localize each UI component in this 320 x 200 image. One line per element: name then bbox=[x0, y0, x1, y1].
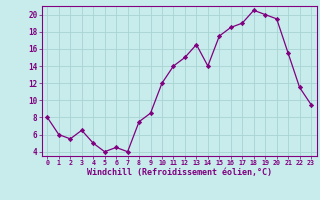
X-axis label: Windchill (Refroidissement éolien,°C): Windchill (Refroidissement éolien,°C) bbox=[87, 168, 272, 177]
